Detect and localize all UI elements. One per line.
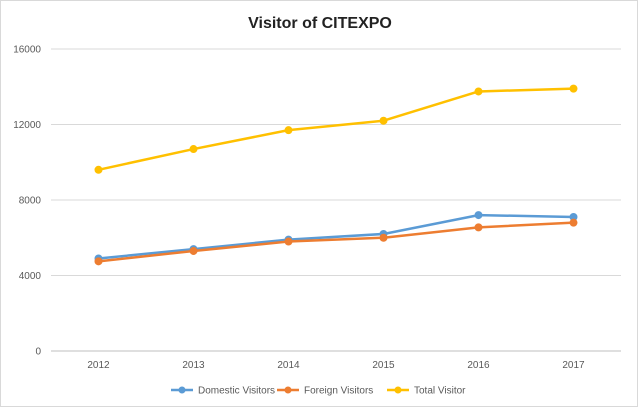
x-tick-label: 2012 — [87, 360, 110, 371]
data-point — [474, 223, 483, 232]
y-tick-label: 16000 — [13, 45, 41, 56]
series-line — [98, 87, 574, 172]
y-tick-label: 8000 — [19, 196, 42, 207]
legend-item: Total Visitor — [387, 386, 466, 397]
data-point — [284, 237, 293, 246]
data-point — [379, 116, 388, 125]
legend-item: Foreign Visitors — [277, 386, 373, 397]
data-point — [379, 233, 388, 242]
y-axis-ticks: 0 4000 8000 12000 16000 — [13, 45, 41, 358]
legend-label: Domestic Visitors — [198, 386, 275, 397]
legend-swatch-marker — [178, 386, 186, 394]
data-point — [474, 211, 483, 220]
data-point — [569, 84, 578, 93]
legend-label: Total Visitor — [414, 386, 466, 397]
legend-label: Foreign Visitors — [304, 386, 373, 397]
legend-swatch-marker — [394, 386, 402, 394]
gridlines — [51, 48, 621, 352]
data-point — [189, 145, 198, 154]
y-tick-label: 0 — [35, 347, 41, 358]
x-tick-label: 2014 — [277, 360, 300, 371]
x-tick-label: 2013 — [182, 360, 205, 371]
data-point — [189, 246, 198, 255]
data-point — [94, 257, 103, 266]
legend-item: Domestic Visitors — [171, 386, 275, 397]
series-foreign-visitors — [94, 218, 578, 266]
chart-title: Visitor of CITEXPO — [248, 15, 392, 32]
legend: Domestic Visitors Foreign Visitors Total V… — [171, 386, 466, 397]
y-tick-label: 12000 — [13, 120, 41, 131]
data-point — [284, 126, 293, 135]
x-tick-label: 2017 — [562, 360, 585, 371]
x-axis-ticks: 2012 2013 2014 2015 2016 2017 — [87, 360, 585, 371]
data-point — [569, 218, 578, 227]
y-tick-label: 4000 — [19, 271, 42, 282]
series-line — [98, 221, 574, 263]
series-line — [98, 213, 574, 260]
legend-swatch-marker — [284, 386, 292, 394]
series-total-visitor — [94, 84, 578, 174]
series-lines — [94, 84, 578, 266]
data-point — [94, 165, 103, 174]
data-point — [474, 87, 483, 96]
x-tick-label: 2016 — [467, 360, 490, 371]
x-tick-label: 2015 — [372, 360, 395, 371]
